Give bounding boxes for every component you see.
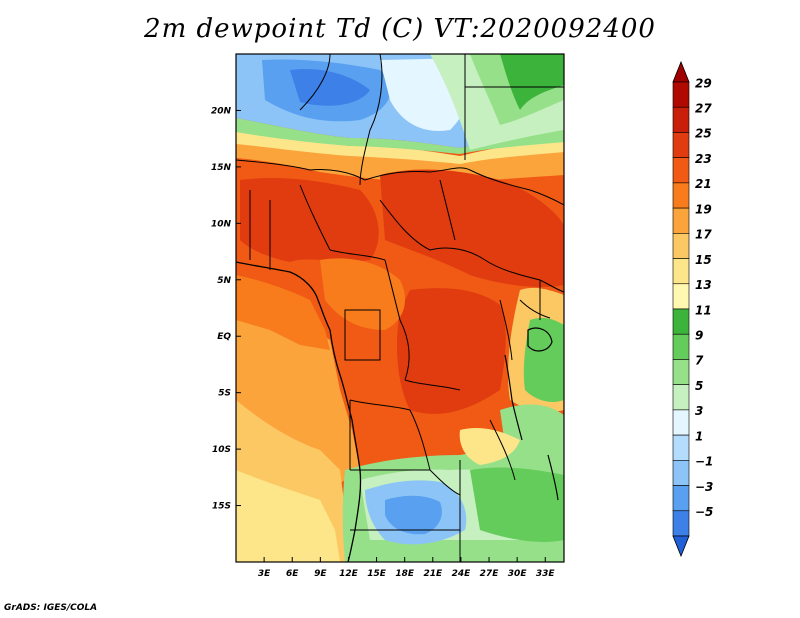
field-congo-red — [397, 288, 506, 414]
y-tick-label: 10N — [211, 219, 232, 229]
colorbar-max-triangle — [672, 60, 690, 83]
chart-title: 2m dewpoint Td (C) VT:2020092400 — [144, 14, 656, 44]
colorbar-swatch — [672, 207, 690, 234]
colorbar-label: 1 — [695, 429, 703, 443]
y-tick-label: EQ — [217, 332, 231, 342]
colorbar-swatch — [672, 308, 690, 335]
colorbar-swatch — [672, 359, 690, 385]
colorbar-label: −5 — [695, 505, 713, 519]
x-tick-label: 9E — [314, 569, 327, 579]
colorbar-swatch — [672, 157, 690, 184]
colorbar-label: 3 — [695, 404, 703, 418]
colorbar: 29 27 25 23 21 19 17 15 13 11 9 7 5 3 1 −1 −3 −5 — [672, 60, 713, 558]
colorbar-swatch — [672, 460, 690, 486]
field-gulf — [236, 275, 330, 350]
lake-malawi — [547, 454, 559, 501]
y-tick-label: 15N — [211, 163, 232, 173]
x-axis: 3E 6E 9E 12E 15E 18E 21E 24E 27E 30E 33E — [258, 557, 556, 579]
y-tick-label: 5S — [218, 389, 231, 399]
colorbar-label: 5 — [695, 379, 703, 393]
x-tick-label: 24E — [452, 569, 472, 579]
x-tick-label: 3E — [258, 569, 271, 579]
x-tick-label: 15E — [367, 569, 387, 579]
lake-victoria — [527, 327, 553, 352]
colorbar-swatch — [672, 233, 690, 259]
colorbar-swatch — [672, 384, 690, 411]
x-tick-label: 30E — [508, 569, 528, 579]
colorbar-label: 21 — [695, 177, 712, 191]
x-tick-label: 21E — [423, 569, 443, 579]
colorbar-label: 13 — [695, 278, 712, 292]
field-sahara-deeper — [290, 68, 370, 106]
field-atlantic-yellow — [236, 470, 340, 562]
colorbar-label: 27 — [695, 101, 712, 115]
colorbar-swatch — [672, 333, 690, 360]
y-tick-label: 5N — [217, 276, 231, 286]
x-tick-label: 18E — [395, 569, 415, 579]
colorbar-min-triangle — [672, 535, 690, 558]
x-tick-label: 27E — [480, 569, 500, 579]
colorbar-label: 19 — [695, 202, 712, 216]
field-east-africa-green — [523, 317, 564, 402]
field-nigeria-red — [240, 178, 379, 262]
x-tick-label: 6E — [286, 569, 299, 579]
colorbar-label: 29 — [695, 76, 712, 90]
colorbar-label: −3 — [695, 480, 713, 494]
colorbar-swatch — [672, 283, 690, 310]
y-axis: 20N 15N 10N 5N EQ 5S 10S 15S — [211, 106, 241, 512]
y-tick-label: 10S — [212, 445, 231, 455]
colorbar-label: 11 — [695, 303, 712, 317]
colorbar-swatch — [672, 106, 690, 133]
colorbar-swatch — [672, 81, 690, 108]
map-panel — [236, 54, 564, 562]
field-zambia-green — [470, 467, 564, 542]
field-nile — [500, 54, 564, 110]
colorbar-label: 9 — [695, 328, 703, 342]
lake-tanganyika — [504, 354, 523, 441]
colorbar-label: 25 — [695, 127, 712, 141]
field-cameroon-orange — [320, 258, 405, 330]
country-borders — [236, 54, 564, 562]
colorbar-swatch — [672, 132, 690, 158]
colorbar-swatch — [672, 409, 690, 436]
field-sudan-red — [380, 169, 564, 287]
map-frame — [235, 53, 565, 563]
colorbar-label: 17 — [695, 228, 712, 242]
colorbar-swatch — [672, 510, 690, 537]
colorbar-label: −1 — [695, 455, 713, 469]
y-tick-label: 15S — [212, 502, 231, 512]
field-south-plateau-deep — [385, 495, 442, 535]
colorbar-swatch — [672, 182, 690, 209]
grads-credit: GrADS: IGES/COLA — [4, 603, 98, 613]
colorbar-swatch — [672, 434, 690, 461]
colorbar-label: 23 — [695, 152, 712, 166]
x-tick-label: 12E — [339, 569, 359, 579]
colorbar-label: 15 — [695, 253, 712, 267]
field-zambia-yellow — [459, 428, 520, 465]
field-sahel-yellow — [236, 128, 564, 164]
x-tick-label: 33E — [536, 569, 556, 579]
y-tick-label: 20N — [211, 106, 232, 116]
coastline — [236, 261, 362, 562]
colorbar-label: 7 — [695, 354, 704, 368]
colorbar-swatch — [672, 485, 690, 512]
colorbar-swatch — [672, 258, 690, 285]
